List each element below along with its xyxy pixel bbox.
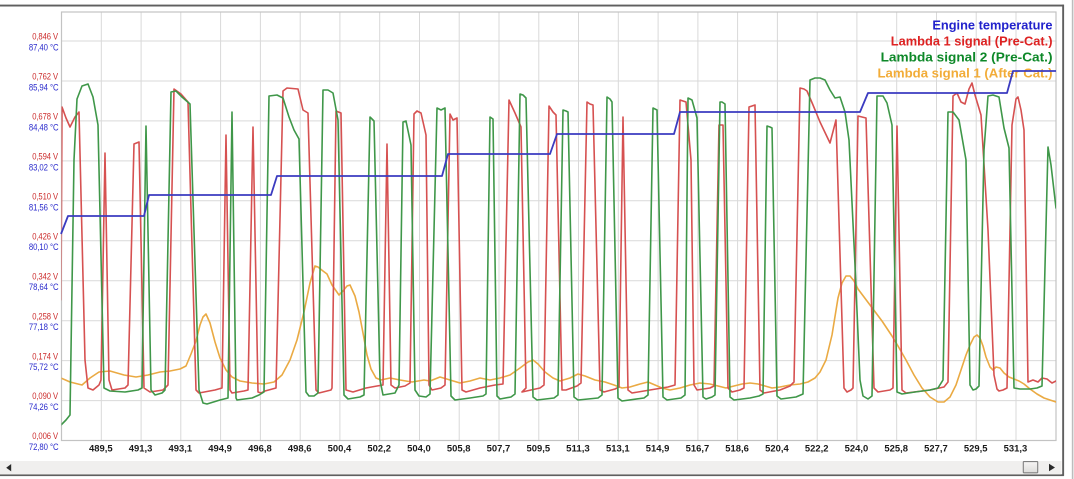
svg-text:80,10 °C: 80,10 °C [29,242,59,252]
svg-text:0,258 V: 0,258 V [32,311,59,321]
svg-text:87,40 °C: 87,40 °C [29,43,59,53]
svg-text:72,80 °C: 72,80 °C [29,442,59,452]
svg-text:0,006 V: 0,006 V [32,431,59,441]
svg-text:0,846 V: 0,846 V [32,32,59,42]
svg-text:Engine temperature: Engine temperature [932,18,1052,33]
svg-text:504,0: 504,0 [407,443,431,454]
svg-text:489,5: 489,5 [89,443,113,454]
svg-text:511,3: 511,3 [566,443,590,454]
svg-text:509,5: 509,5 [527,443,551,454]
svg-text:85,94 °C: 85,94 °C [29,83,59,93]
svg-text:505,8: 505,8 [447,443,471,454]
svg-text:0,342 V: 0,342 V [32,271,59,281]
svg-text:84,48 °C: 84,48 °C [29,122,59,132]
svg-text:Lambda signal 2 (Pre-Cat.): Lambda signal 2 (Pre-Cat.) [881,49,1053,64]
svg-text:Lambda signal 1 (After Cat.): Lambda signal 1 (After Cat.) [878,65,1053,80]
svg-text:0,510 V: 0,510 V [32,192,59,202]
svg-text:529,5: 529,5 [964,443,988,454]
svg-text:513,1: 513,1 [606,443,630,454]
svg-text:491,3: 491,3 [129,443,153,454]
svg-text:516,7: 516,7 [686,443,710,454]
svg-text:498,6: 498,6 [288,443,312,454]
svg-text:74,26 °C: 74,26 °C [29,402,59,412]
svg-text:507,7: 507,7 [487,443,511,454]
svg-text:75,72 °C: 75,72 °C [29,362,59,372]
svg-text:493,1: 493,1 [169,443,193,454]
svg-text:525,8: 525,8 [884,443,908,454]
svg-text:Lambda 1 signal (Pre-Cat.): Lambda 1 signal (Pre-Cat.) [891,34,1053,49]
svg-text:520,4: 520,4 [765,443,789,454]
svg-text:496,8: 496,8 [248,443,272,454]
svg-text:81,56 °C: 81,56 °C [29,202,59,212]
svg-text:524,0: 524,0 [845,443,869,454]
svg-text:514,9: 514,9 [646,443,670,454]
svg-text:0,174 V: 0,174 V [32,351,59,361]
svg-text:527,7: 527,7 [924,443,948,454]
svg-text:0,678 V: 0,678 V [32,112,59,122]
svg-text:83,02 °C: 83,02 °C [29,162,59,172]
svg-text:518,6: 518,6 [725,443,749,454]
svg-text:78,64 °C: 78,64 °C [29,282,59,292]
svg-text:531,3: 531,3 [1004,443,1028,454]
svg-text:0,762 V: 0,762 V [32,72,59,82]
svg-text:502,2: 502,2 [367,443,391,454]
svg-text:0,426 V: 0,426 V [32,231,59,241]
svg-text:522,2: 522,2 [805,443,829,454]
svg-text:0,090 V: 0,090 V [32,391,59,401]
svg-text:77,18 °C: 77,18 °C [29,322,59,332]
svg-text:0,594 V: 0,594 V [32,152,59,162]
svg-text:494,9: 494,9 [208,443,232,454]
svg-text:500,4: 500,4 [328,443,352,454]
